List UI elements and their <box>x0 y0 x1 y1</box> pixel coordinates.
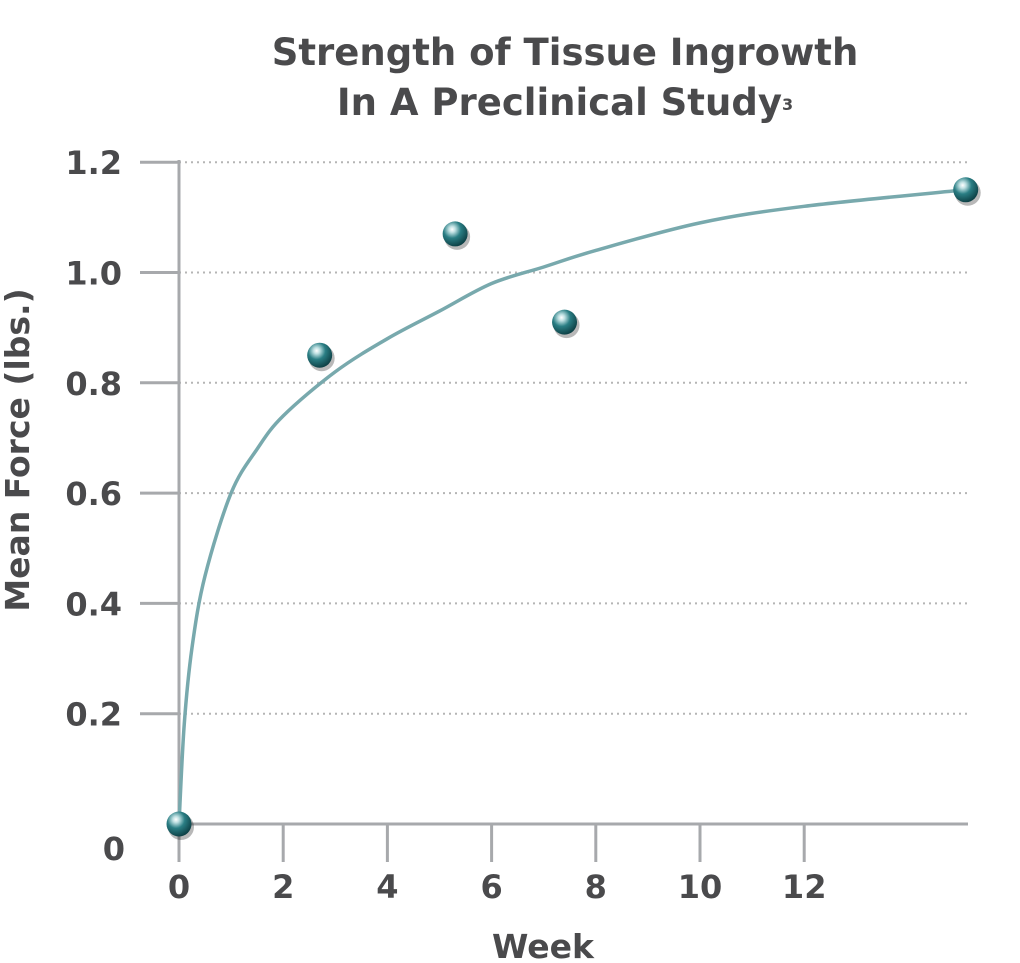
axes <box>140 160 968 862</box>
y-tick-label-0.8: 0.8 <box>65 365 122 403</box>
data-point-3 <box>442 221 471 250</box>
y-tick-label-0.4: 0.4 <box>65 585 122 623</box>
y-tick-label-0.2: 0.2 <box>65 696 122 734</box>
chart-title-line2: In A Preclinical Study3 <box>0 78 1020 128</box>
data-point-1 <box>166 811 194 840</box>
data-points <box>166 177 981 840</box>
data-point-5 <box>953 177 981 206</box>
x-axis-title: Week <box>492 927 595 963</box>
title-footnote-marker: 3 <box>781 95 794 114</box>
grid-lines <box>179 161 968 715</box>
x-tick-label-2: 2 <box>272 868 294 906</box>
y-tick-label-1.0: 1.0 <box>65 255 122 293</box>
x-tick-label-12: 12 <box>782 868 827 906</box>
x-tick-label-0: 0 <box>168 868 190 906</box>
y-tick-label-0.6: 0.6 <box>65 475 122 513</box>
x-tick-label-6: 6 <box>480 868 502 906</box>
chart-title-line1: Strength of Tissue Ingrowth <box>271 31 859 74</box>
data-point-2 <box>307 342 335 372</box>
y-axis-title: Mean Force (lbs.) <box>0 288 37 611</box>
tick-labels: 0 0.2 0.4 0.6 0.8 1.0 1.2 0 2 4 6 8 10 12 <box>65 144 826 906</box>
data-point-4 <box>552 309 580 339</box>
trend-curve <box>177 188 966 825</box>
y-tick-label-0: 0 <box>103 830 125 868</box>
chart-title: Strength of Tissue Ingrowth In A Preclin… <box>0 28 1020 128</box>
y-tick-label-1.2: 1.2 <box>65 144 122 182</box>
x-tick-label-4: 4 <box>376 868 398 906</box>
x-tick-label-8: 8 <box>585 868 607 906</box>
chart-title-line2-text: In A Preclinical Study <box>336 81 782 124</box>
x-tick-label-10: 10 <box>678 868 723 906</box>
